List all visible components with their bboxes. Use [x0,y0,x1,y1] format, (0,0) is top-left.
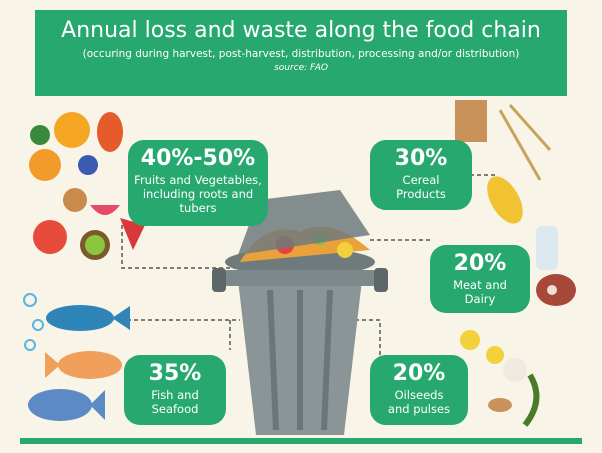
callout: 20% Oilseeds and pulses [370,355,468,425]
callout: 30% Cereal Products [370,140,472,210]
percent: 30% [394,146,448,171]
subtitle: (occuring during harvest, post-harvest, … [82,48,520,60]
label: Meat and Dairy [453,278,507,306]
callout: 20% Meat and Dairy [430,245,530,313]
percent: 35% [148,361,202,386]
title: Annual loss and waste along the food cha… [61,18,541,43]
label: Fruits and Vegetables, including roots a… [134,173,262,215]
callout: 40%-50% Fruits and Vegetables, including… [128,140,268,226]
percent: 20% [453,251,507,276]
callout: 35% Fish and Seafood [124,355,226,425]
label: Cereal Products [396,173,446,201]
label: Fish and Seafood [151,388,199,416]
percent: 20% [392,361,446,386]
label: Oilseeds and pulses [387,388,451,416]
header: Annual loss and waste along the food cha… [35,10,567,96]
percent: 40%-50% [140,146,256,171]
source: source: FAO [274,63,328,73]
